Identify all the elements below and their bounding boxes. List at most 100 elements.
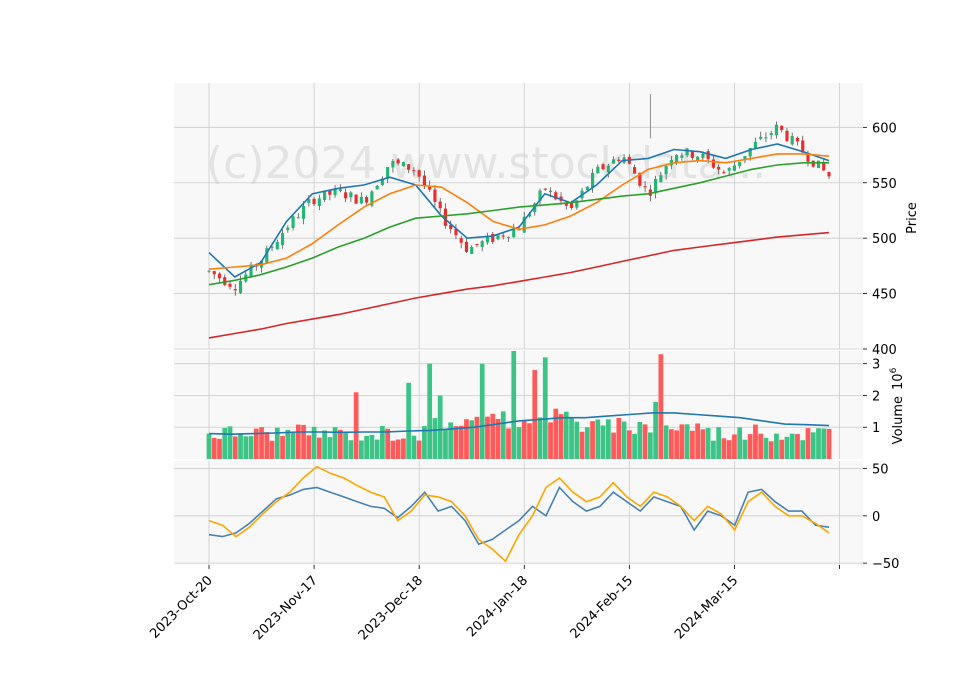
volume-bar <box>306 435 312 459</box>
oscillator-tick-label: 50 <box>872 463 889 478</box>
volume-bar <box>527 423 532 459</box>
candle-body <box>638 172 642 186</box>
candle-body <box>238 280 243 293</box>
candle-body <box>449 224 453 230</box>
candle-body <box>428 185 432 190</box>
candle-body <box>480 241 484 248</box>
price-tick-label: 550 <box>872 177 897 192</box>
candle-body <box>675 154 679 164</box>
candle-body <box>527 213 532 217</box>
candle-body <box>291 216 295 229</box>
candle-body <box>543 188 547 190</box>
candle-body <box>212 271 216 275</box>
candle-body <box>612 159 616 164</box>
candle-body <box>801 140 805 153</box>
candle-body <box>217 273 222 279</box>
candle-body <box>270 246 274 248</box>
candle-body <box>822 162 826 171</box>
candle-body <box>795 137 800 142</box>
volume-bar <box>716 427 722 459</box>
candle-body <box>522 216 526 233</box>
candle-body <box>659 175 663 183</box>
candle-body <box>764 137 768 139</box>
candle-body <box>401 162 405 167</box>
volume-bar <box>574 421 580 459</box>
volume-bar <box>427 363 433 459</box>
volume-bar <box>747 434 753 459</box>
candle-body <box>312 198 316 205</box>
volume-bar <box>805 428 811 459</box>
candle-body <box>333 188 337 196</box>
volume-bar <box>243 436 249 459</box>
candle-body <box>643 186 647 188</box>
volume-panel: 1 2 3 Volume 106 <box>174 351 906 459</box>
volume-bar <box>569 418 574 459</box>
volume-bar <box>453 426 459 459</box>
volume-bar <box>490 413 496 459</box>
volume-bar <box>516 427 522 459</box>
volume-bar <box>274 427 280 459</box>
volume-bar <box>626 430 632 459</box>
candle-body <box>233 289 237 291</box>
candle-body <box>485 236 490 243</box>
volume-bar <box>311 426 317 459</box>
oscillator-panel: 50 0 −50 <box>174 461 899 572</box>
oscillator-line <box>208 465 830 563</box>
volume-bar <box>663 425 669 459</box>
volume-bar <box>443 429 448 459</box>
candle-body <box>596 166 600 174</box>
candle-body <box>207 270 211 272</box>
volume-bar <box>542 357 548 459</box>
volume-bar <box>248 436 254 459</box>
volume-bar <box>721 438 727 459</box>
oscillator-grid <box>174 461 863 565</box>
volume-bar <box>653 401 658 459</box>
volume-bar <box>348 440 354 459</box>
candle-body <box>664 165 668 175</box>
candle-body <box>774 124 779 136</box>
price-tick-label: 600 <box>872 121 897 136</box>
candle-body <box>506 236 511 238</box>
candle-body <box>680 155 684 158</box>
candle-body <box>538 190 542 201</box>
candle-body <box>617 159 621 162</box>
candle-body <box>790 136 794 145</box>
volume-bar <box>511 351 517 459</box>
volume-bar <box>690 430 695 459</box>
volume-bar <box>642 424 648 459</box>
price-tick-label: 500 <box>872 232 897 247</box>
candle-body <box>512 228 516 238</box>
volume-bar <box>674 430 679 459</box>
candle-body <box>344 192 348 199</box>
candle-body <box>286 227 290 231</box>
candle-body <box>706 151 710 160</box>
candle-body <box>223 277 227 285</box>
oscillator-panel-background <box>174 461 863 565</box>
volume-bar <box>411 435 417 459</box>
volume-bar <box>816 428 821 459</box>
volume-bar <box>753 424 758 459</box>
volume-bar <box>316 437 322 459</box>
volume-bar <box>537 417 543 459</box>
volume-bar <box>637 421 643 459</box>
volume-bar <box>711 440 716 459</box>
candle-body <box>590 172 595 188</box>
volume-bar <box>563 411 569 459</box>
volume-bar <box>390 440 396 459</box>
volume-bar <box>343 431 348 459</box>
volume-bar <box>432 418 438 459</box>
volume-bar <box>684 424 690 459</box>
candle-body <box>475 244 479 246</box>
candle-body <box>633 167 637 174</box>
volume-bar <box>295 424 301 459</box>
candle-body <box>280 233 285 245</box>
volume-bar <box>774 433 779 459</box>
candle-body <box>396 159 400 164</box>
volume-bar <box>810 432 816 459</box>
candle-body <box>606 165 610 173</box>
volume-bar <box>742 439 748 459</box>
candle-body <box>433 189 437 202</box>
volume-bar <box>227 426 233 459</box>
candle-body <box>464 241 469 252</box>
price-axis-label: Price <box>905 202 920 234</box>
